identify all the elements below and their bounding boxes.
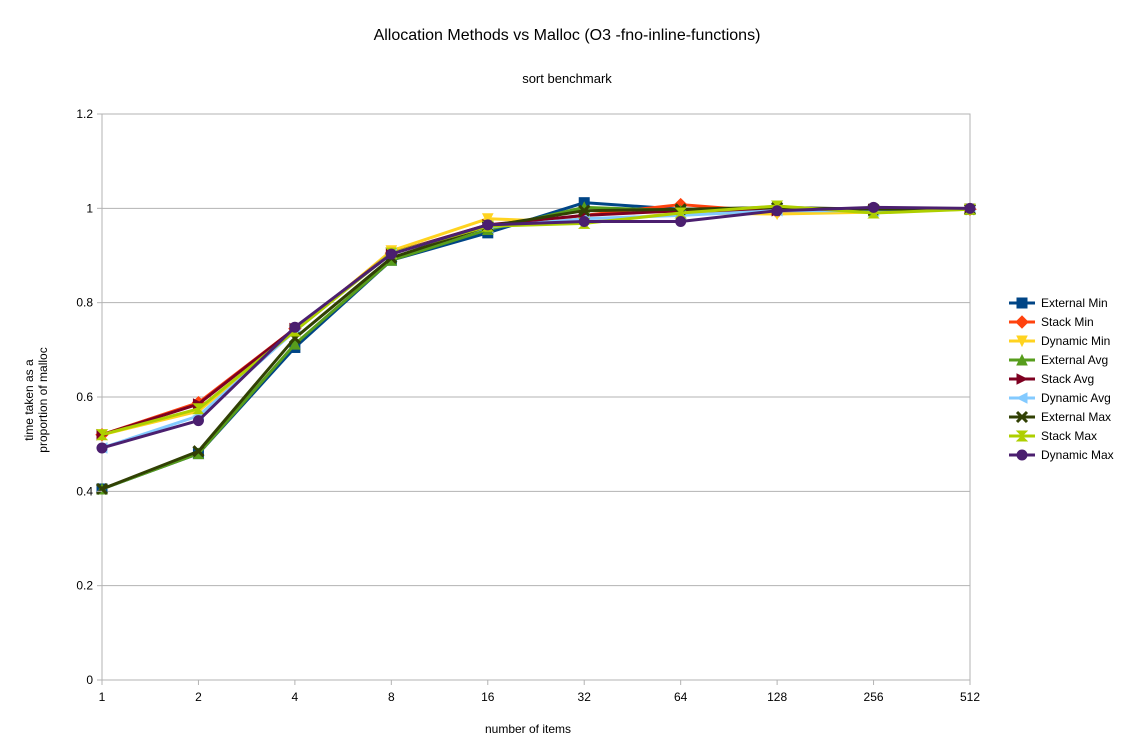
legend-item-stack-min: Stack Min — [1009, 315, 1094, 329]
data-point-dynamic-min — [481, 213, 494, 225]
legend-label: Stack Avg — [1041, 372, 1094, 386]
chart-subtitle: sort benchmark — [522, 71, 612, 86]
data-point-dynamic-max — [192, 415, 204, 427]
legend-label: External Avg — [1041, 353, 1108, 367]
legend-item-dynamic-max: Dynamic Max — [1009, 448, 1114, 462]
data-point-stack-max — [674, 207, 687, 219]
data-point-dynamic-max — [771, 205, 783, 217]
data-point-dynamic-max — [964, 202, 976, 214]
x-tick-label: 256 — [864, 690, 884, 704]
x-axis-ticks: 1 2 4 8 16 32 64 128 256 512 — [99, 680, 980, 704]
series-dynamic-max — [96, 201, 976, 454]
data-point-stack-max — [95, 429, 109, 441]
data-point-dynamic-max — [578, 216, 590, 228]
data-point-dynamic-max — [96, 442, 108, 454]
x-tick-label: 32 — [578, 690, 592, 704]
legend-marker — [1016, 335, 1028, 348]
data-point-stack-max — [192, 403, 205, 415]
legend: External Min Stack Min Dynamic Min External… — [1009, 296, 1114, 462]
legend-label: Stack Max — [1041, 429, 1097, 443]
legend-item-stack-avg: Stack Avg — [1009, 372, 1094, 386]
data-point-dynamic-max — [385, 248, 397, 260]
data-point-dynamic-max — [675, 216, 687, 228]
x-axis-label: number of items — [485, 722, 571, 736]
legend-marker — [1015, 392, 1028, 404]
x-tick-label: 2 — [195, 690, 202, 704]
legend-item-external-min: External Min — [1009, 296, 1108, 310]
y-axis-ticks: 0 0.2 0.4 0.6 0.8 1 1.2 — [76, 107, 102, 687]
legend-label: External Max — [1041, 410, 1111, 424]
legend-label: Dynamic Avg — [1041, 391, 1111, 405]
legend-marker — [1015, 430, 1029, 442]
y-tick-label: 0.4 — [76, 484, 93, 498]
x-tick-label: 64 — [674, 690, 688, 704]
x-tick-label: 4 — [292, 690, 299, 704]
legend-marker — [1015, 315, 1029, 329]
x-tick-label: 8 — [388, 690, 395, 704]
x-tick-label: 128 — [767, 690, 787, 704]
legend-label: External Min — [1041, 296, 1108, 310]
y-axis-label-line-2: proportion of malloc — [36, 347, 50, 452]
data-point-external-max — [192, 445, 205, 458]
y-tick-label: 1.2 — [76, 107, 93, 121]
x-tick-label: 512 — [960, 690, 980, 704]
data-point-external-max — [95, 482, 109, 496]
legend-label: Dynamic Min — [1041, 334, 1110, 348]
data-point-dynamic-max — [482, 219, 494, 231]
legend-marker — [1016, 353, 1028, 366]
series-group — [95, 197, 977, 496]
legend-label: Stack Min — [1041, 315, 1094, 329]
legend-label: Dynamic Max — [1041, 448, 1114, 462]
legend-item-external-max: External Max — [1009, 410, 1111, 424]
legend-item-dynamic-avg: Dynamic Avg — [1009, 391, 1111, 405]
data-point-external-max — [578, 204, 591, 217]
data-point-dynamic-max — [868, 201, 880, 213]
y-tick-label: 0.6 — [76, 390, 93, 404]
y-axis-label: time taken as a proportion of malloc — [22, 347, 50, 452]
legend-marker — [1016, 449, 1028, 461]
legend-item-external-avg: External Avg — [1009, 353, 1108, 367]
y-tick-label: 0.2 — [76, 579, 93, 593]
x-tick-label: 1 — [99, 690, 106, 704]
plot-area — [95, 113, 977, 681]
data-point-external-avg — [289, 338, 301, 350]
legend-marker — [1016, 373, 1029, 385]
legend-marker — [1016, 297, 1028, 309]
data-point-dynamic-max — [289, 321, 301, 333]
legend-item-dynamic-min: Dynamic Min — [1009, 334, 1110, 348]
x-tick-label: 16 — [481, 690, 495, 704]
y-axis-label-line-1: time taken as a — [22, 359, 36, 441]
y-tick-label: 0.8 — [76, 296, 93, 310]
legend-marker — [1015, 410, 1029, 424]
chart-title: Allocation Methods vs Malloc (O3 -fno-in… — [374, 27, 761, 44]
legend-item-stack-max: Stack Max — [1009, 429, 1097, 443]
y-tick-label: 1 — [86, 201, 93, 215]
y-tick-label: 0 — [86, 673, 93, 687]
series-line-dynamic-max — [101, 205, 971, 450]
